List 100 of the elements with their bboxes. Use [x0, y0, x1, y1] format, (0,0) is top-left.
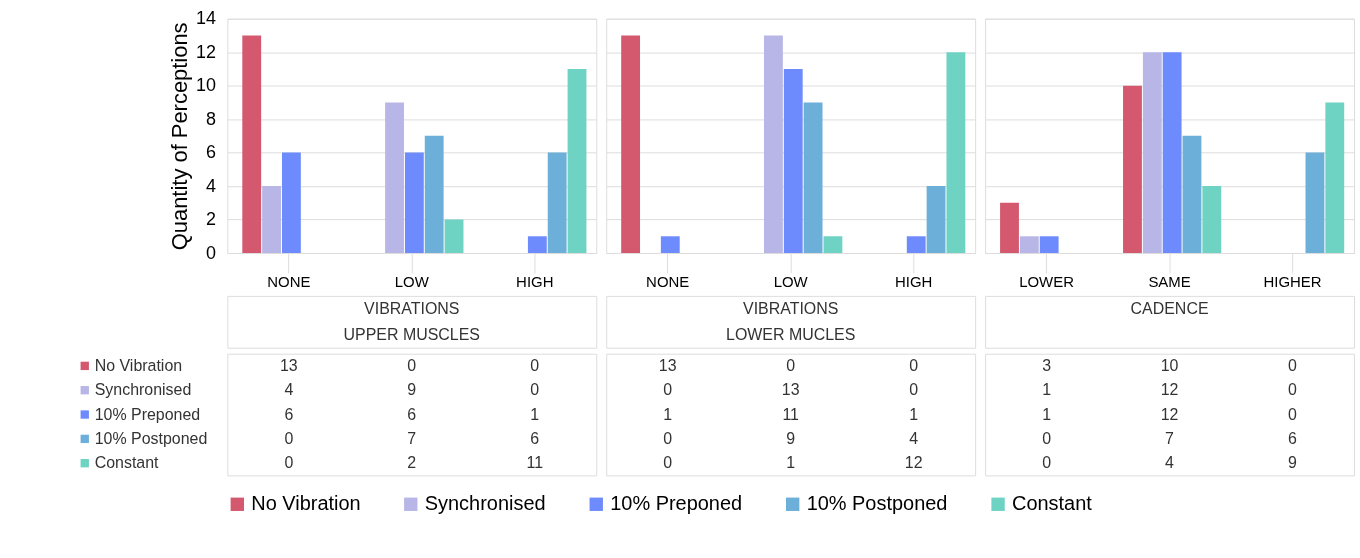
bar: [906, 236, 926, 254]
legend-label: Constant: [1012, 492, 1093, 515]
x-tick-label: NONE: [267, 273, 311, 291]
bar: [660, 236, 680, 254]
bar: [262, 186, 281, 254]
bar: [926, 186, 946, 254]
x-tick-label: LOWER: [1019, 273, 1075, 291]
data-label: 0: [663, 429, 673, 447]
bar: [1162, 52, 1182, 254]
x-tick-label: LOW: [394, 273, 430, 291]
data-label: 12: [904, 454, 923, 472]
bar: [1182, 135, 1202, 254]
data-label: 0: [1288, 405, 1298, 423]
bar: [1123, 85, 1142, 254]
x-tick-label: LOW: [773, 273, 809, 291]
bar: [803, 102, 823, 254]
bar: [1000, 202, 1019, 254]
x-tick-label: HIGH: [894, 273, 933, 291]
y-tick-label: 2: [205, 209, 216, 230]
data-label: 1: [530, 405, 540, 423]
data-label: 11: [782, 405, 800, 423]
text: VIBRATIONS: [742, 299, 839, 317]
legend-label: Constant: [94, 454, 160, 472]
x-tick-label: HIGH: [516, 273, 554, 291]
legend-label: 10% Postponed: [94, 429, 208, 447]
x-tick-label: NONE: [646, 273, 690, 291]
bar: [823, 236, 843, 254]
data-label: 9: [786, 429, 796, 447]
data-label: 3: [1042, 356, 1052, 374]
bar: [567, 68, 587, 254]
bar: [444, 219, 464, 254]
data-label: 7: [407, 429, 417, 447]
bar: [547, 152, 567, 254]
bar: [281, 152, 301, 254]
legend-label: No Vibration: [94, 356, 183, 374]
data-label: 13: [279, 356, 298, 374]
data-label: 4: [909, 429, 919, 447]
data-label: 1: [1042, 381, 1052, 399]
legend-label: 10% Preponed: [610, 492, 743, 515]
data-label: 0: [909, 356, 919, 374]
x-tick-label: HIGHER: [1263, 273, 1322, 291]
bar: [621, 35, 641, 254]
text: LOWER MUCLES: [726, 325, 856, 343]
data-label: 0: [1042, 454, 1052, 472]
legend-label: 10% Postponed: [806, 492, 948, 515]
bar: [946, 52, 966, 254]
data-label: 13: [658, 356, 677, 374]
data-label: 0: [284, 429, 294, 447]
data-label: 6: [284, 405, 294, 423]
bar: [424, 135, 444, 254]
data-label: 6: [407, 405, 417, 423]
x-tick-label: SAME: [1148, 273, 1191, 291]
data-label: 0: [1288, 356, 1298, 374]
bar: [527, 236, 547, 254]
y-tick-label: 10: [195, 75, 216, 96]
legend-label: Synchronised: [424, 492, 546, 515]
data-label: 6: [530, 429, 540, 447]
bar: [1325, 102, 1345, 254]
data-label: 1: [663, 405, 673, 423]
bar: [1202, 186, 1222, 254]
data-label: 0: [663, 381, 673, 399]
data-label: 0: [530, 356, 540, 374]
data-label: 2: [407, 454, 417, 472]
bar: [385, 102, 404, 254]
bar: [1019, 236, 1039, 254]
legend-label: Synchronised: [94, 381, 192, 399]
data-label: 7: [1165, 429, 1175, 447]
bar: [1305, 152, 1325, 254]
legend-label: No Vibration: [251, 492, 361, 515]
data-label: 6: [1288, 429, 1298, 447]
data-label: 4: [284, 381, 294, 399]
data-label: 11: [526, 454, 544, 472]
y-tick-label: 6: [205, 142, 216, 163]
data-label: 9: [1288, 454, 1298, 472]
data-label: 1: [786, 454, 796, 472]
text: VIBRATIONS: [364, 299, 460, 317]
y-axis-title: Quantity of Perceptions: [166, 22, 192, 251]
y-tick-label: 8: [205, 108, 216, 129]
y-tick-label: 0: [205, 242, 216, 263]
text: UPPER MUSCLES: [343, 325, 480, 343]
data-label: 0: [1042, 429, 1052, 447]
data-label: 0: [530, 381, 540, 399]
y-tick-label: 12: [195, 41, 216, 62]
data-label: 12: [1160, 381, 1179, 399]
data-label: 0: [786, 356, 796, 374]
data-label: 0: [1288, 381, 1298, 399]
data-label: 10: [1160, 356, 1179, 374]
bar: [1142, 52, 1162, 254]
data-label: 12: [1160, 405, 1179, 423]
bar: [783, 68, 803, 254]
bar: [404, 152, 424, 254]
legend-label: 10% Preponed: [94, 405, 201, 423]
bar: [1039, 236, 1059, 254]
data-label: 0: [284, 454, 294, 472]
y-tick-label: 14: [195, 8, 216, 29]
data-label: 0: [909, 381, 919, 399]
text: CADENCE: [1130, 299, 1209, 317]
data-label: 1: [1042, 405, 1052, 423]
data-label: 0: [663, 454, 673, 472]
bar: [242, 35, 262, 254]
